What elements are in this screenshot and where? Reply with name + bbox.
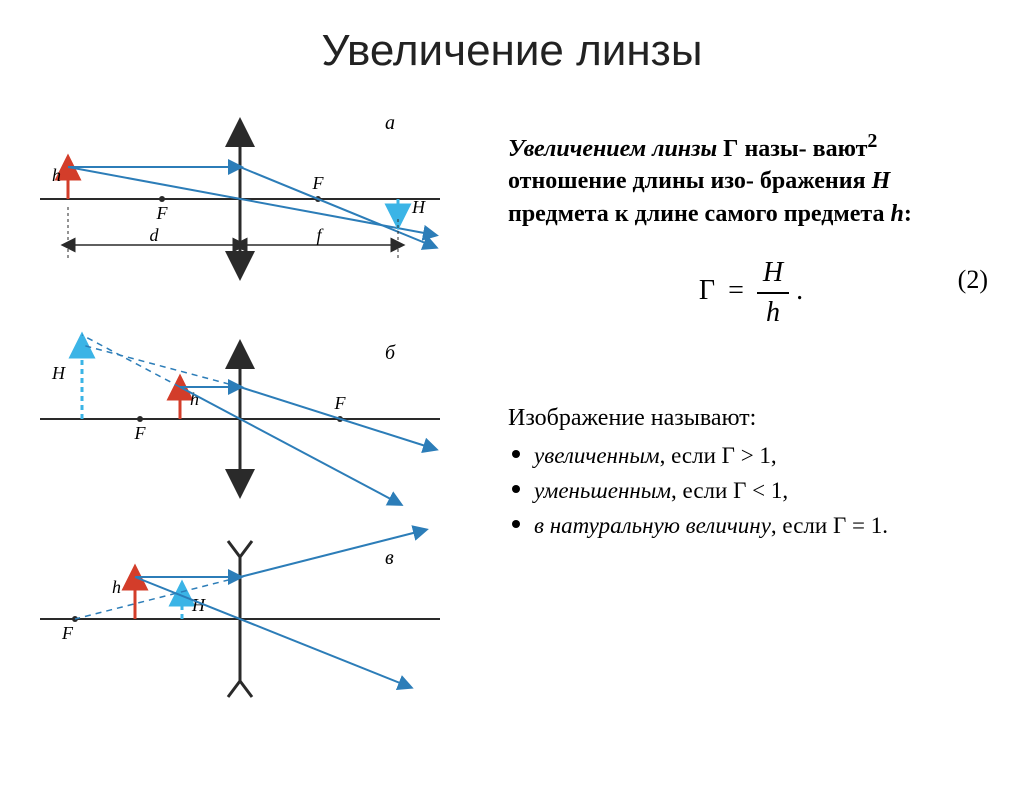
def-h: h [891, 201, 904, 227]
virtual-ray [75, 577, 240, 619]
case-item: уменьшенным, если Г < 1, [512, 475, 994, 506]
def-tail: : [904, 201, 912, 227]
case-term: в натуральную величину [534, 513, 771, 538]
case-item: увеличенным, если Г > 1, [512, 440, 994, 471]
formula-eqnum: (2) [958, 262, 988, 297]
def-H: H [872, 168, 891, 194]
object-label: h [52, 165, 61, 185]
diagram-column: F F h H d f [20, 104, 490, 724]
panel-label-a: а [385, 112, 395, 134]
ray-through-center [180, 387, 400, 504]
formula: Г = H h . (2) [508, 254, 994, 332]
case-cond: , если Г > 1, [660, 443, 777, 468]
formula-eq: = [728, 275, 744, 306]
ray-through-focus [240, 167, 435, 247]
cases-list: увеличенным, если Г > 1, уменьшенным, ес… [512, 440, 994, 541]
def-lead: Увеличением линзы [508, 136, 717, 162]
definition-paragraph: Увеличением линзы Г назы- вают2 отношени… [508, 128, 994, 230]
ray-through-center [135, 577, 410, 687]
focus-left [137, 416, 143, 422]
cases-heading: Изображение называют: [508, 402, 994, 434]
def-mid2: отношение длины изо- бражения [508, 168, 872, 194]
formula-den: h [757, 294, 789, 332]
formula-lhs: Г [699, 275, 715, 306]
formula-num: H [757, 254, 789, 294]
text-column: Увеличением линзы Г назы- вают2 отношени… [490, 104, 994, 724]
formula-fraction: H h [757, 254, 789, 332]
panel-label-c: в [385, 547, 394, 569]
focus-left [159, 196, 165, 202]
case-cond: , если Г = 1. [771, 513, 888, 538]
diagram-b: F F h H б [20, 319, 490, 514]
diagram-c: F h H в [20, 524, 490, 714]
focus-label-right: F [312, 173, 325, 193]
virtual-ray [82, 345, 240, 387]
ray-refracted-diverging [240, 530, 425, 577]
object-label: h [112, 577, 121, 597]
dim-d-label: d [150, 225, 160, 245]
dim-f-label: f [316, 225, 324, 245]
case-term: увеличенным [534, 443, 660, 468]
ray-through-center [68, 167, 435, 235]
virtual-ray [82, 335, 180, 387]
def-mid1: назы- вают [744, 136, 867, 162]
image-label: H [51, 363, 66, 383]
page-title: Увеличение линзы [0, 26, 1024, 76]
case-term: уменьшенным [534, 478, 671, 503]
def-mid3: предмета к длине самого предмета [508, 201, 891, 227]
focus-label-right: F [334, 393, 347, 413]
focus-label-left: F [134, 423, 147, 443]
def-sup: 2 [867, 130, 877, 152]
image-label: H [411, 197, 426, 217]
case-cond: , если Г < 1, [671, 478, 788, 503]
focus-label-left: F [156, 203, 169, 223]
focus-label-left: F [61, 623, 74, 643]
case-item: в натуральную величину, если Г = 1. [512, 510, 994, 541]
diagram-a: F F h H d f [20, 104, 490, 309]
def-gamma: Г [717, 136, 744, 162]
formula-dot: . [796, 275, 803, 306]
panel-label-b: б [385, 342, 396, 364]
